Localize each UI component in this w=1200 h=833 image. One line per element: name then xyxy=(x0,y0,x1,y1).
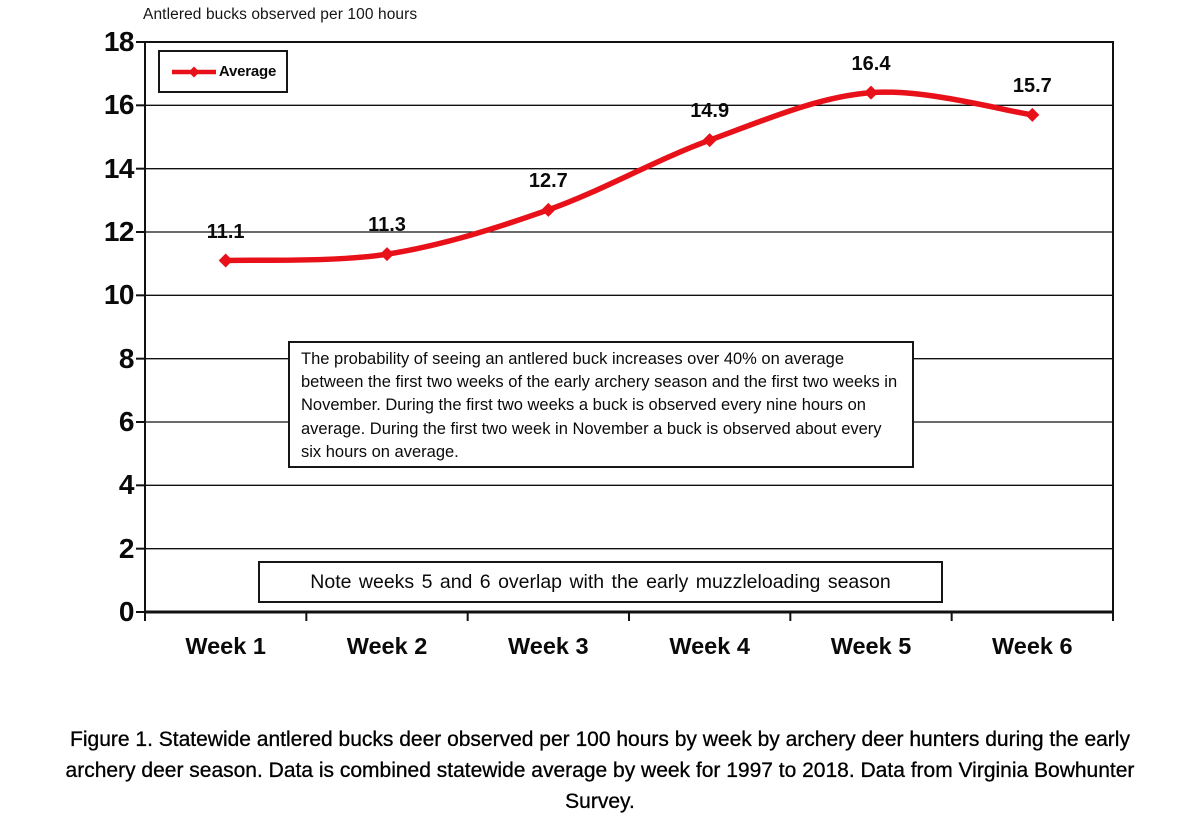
series-line-average xyxy=(222,89,1036,264)
y-axis-tick-label: 16 xyxy=(103,89,135,121)
data-point-marker xyxy=(541,202,556,217)
caption-line: Figure 1. Statewide antlered bucks deer … xyxy=(70,728,1130,751)
caption-line: archery deer season. Data is combined st… xyxy=(65,759,1135,782)
data-point-label: 16.4 xyxy=(851,52,891,75)
data-point-marker xyxy=(218,253,233,268)
y-axis-tick-label: 0 xyxy=(118,596,135,627)
x-axis-tick-label: Week 2 xyxy=(346,633,428,659)
data-point-label: 12.7 xyxy=(528,169,568,192)
data-point-marker xyxy=(1025,107,1040,122)
y-axis-tick-label: 12 xyxy=(103,216,135,247)
y-axis-tick-label: 2 xyxy=(118,532,135,564)
y-axis-tick-label: 6 xyxy=(118,406,135,437)
data-point-label: 15.7 xyxy=(1012,74,1052,97)
x-axis-tick-label: Week 5 xyxy=(830,633,912,659)
legend-label: Average xyxy=(218,63,277,80)
caption-line: Survey. xyxy=(565,790,635,813)
data-point-label: 14.9 xyxy=(690,100,730,123)
x-axis-tick-label: Week 1 xyxy=(185,633,266,659)
figure-caption: Figure 1. Statewide antlered bucks deer … xyxy=(0,724,1200,817)
y-axis-tick-label: 10 xyxy=(103,279,135,311)
y-axis-tick-label: 4 xyxy=(118,469,135,501)
overlap-note-box: Note weeks 5 and 6 overlap with the earl… xyxy=(258,561,943,603)
data-point-marker xyxy=(380,247,394,262)
data-point-marker xyxy=(702,133,717,148)
legend: Average xyxy=(158,50,288,93)
y-axis-tick-label: 18 xyxy=(103,26,135,57)
probability-annotation-box: The probability of seeing an antlered bu… xyxy=(288,341,914,468)
data-point-label: 11.1 xyxy=(206,220,245,243)
x-axis-tick-label: Week 4 xyxy=(669,633,750,659)
legend-line-icon xyxy=(171,66,216,77)
x-axis-tick-label: Week 6 xyxy=(992,633,1073,659)
y-axis-tick-label: 14 xyxy=(103,152,135,184)
data-point-label: 11.3 xyxy=(368,214,406,237)
data-point-marker xyxy=(864,85,878,100)
y-axis-tick-label: 8 xyxy=(118,342,135,374)
x-axis-tick-label: Week 3 xyxy=(508,633,589,659)
plot-border xyxy=(144,41,1114,613)
chart-title: Antlered bucks observed per 100 hours xyxy=(143,6,418,23)
